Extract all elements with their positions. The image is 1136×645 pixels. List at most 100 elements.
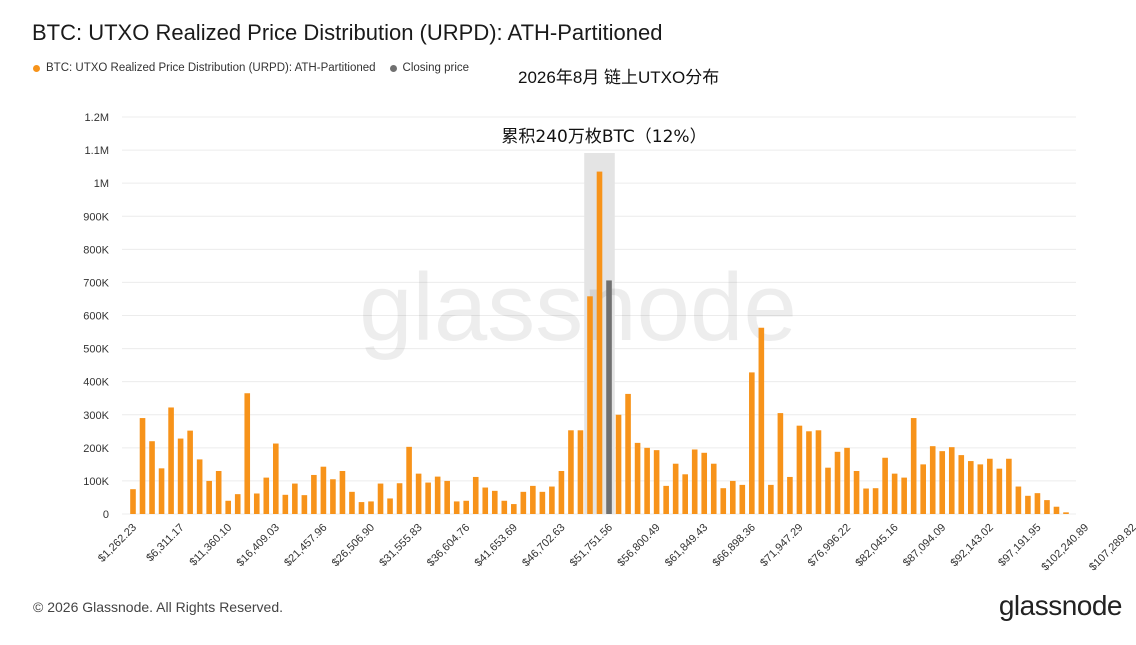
urpd-bar[interactable] <box>701 452 708 514</box>
urpd-bar[interactable] <box>758 327 765 514</box>
urpd-bar[interactable] <box>177 438 184 514</box>
urpd-bar[interactable] <box>729 480 736 514</box>
urpd-bar[interactable] <box>130 489 136 514</box>
urpd-bar[interactable] <box>644 447 650 514</box>
urpd-bar[interactable] <box>377 483 384 514</box>
urpd-bar[interactable] <box>206 480 212 514</box>
urpd-bar[interactable] <box>244 393 251 514</box>
urpd-bar[interactable] <box>1015 486 1022 514</box>
urpd-bar[interactable] <box>139 418 146 514</box>
urpd-bar[interactable] <box>663 485 669 514</box>
urpd-bar[interactable] <box>806 431 812 514</box>
urpd-bar[interactable] <box>882 457 888 514</box>
urpd-bar[interactable] <box>967 461 974 514</box>
urpd-bar[interactable] <box>273 443 279 514</box>
urpd-bar[interactable] <box>311 474 317 514</box>
urpd-bar[interactable] <box>444 480 450 514</box>
urpd-bar[interactable] <box>1034 493 1041 514</box>
urpd-bar[interactable] <box>720 488 727 514</box>
urpd-bar[interactable] <box>415 473 422 514</box>
legend-item-closing-price[interactable]: Closing price <box>389 62 469 74</box>
urpd-bar[interactable] <box>406 446 412 514</box>
urpd-bar[interactable] <box>634 442 641 514</box>
urpd-bar[interactable] <box>568 430 574 514</box>
urpd-bar[interactable] <box>339 470 346 514</box>
urpd-bar[interactable] <box>615 414 622 514</box>
urpd-bar[interactable] <box>320 466 327 514</box>
urpd-bar[interactable] <box>292 483 298 514</box>
urpd-bar[interactable] <box>539 491 546 514</box>
urpd-bar[interactable] <box>491 490 498 514</box>
urpd-bar[interactable] <box>777 413 784 514</box>
urpd-bar[interactable] <box>749 372 755 514</box>
urpd-bar[interactable] <box>187 430 193 514</box>
urpd-bar[interactable] <box>910 418 917 514</box>
urpd-bar[interactable] <box>672 463 679 514</box>
urpd-bar[interactable] <box>358 502 365 514</box>
urpd-bar[interactable] <box>844 447 850 514</box>
urpd-bar[interactable] <box>787 476 793 514</box>
urpd-bar[interactable] <box>948 447 955 514</box>
urpd-bar[interactable] <box>482 487 489 514</box>
urpd-bar[interactable] <box>815 430 822 514</box>
legend-item-urpd[interactable]: BTC: UTXO Realized Price Distribution (U… <box>33 62 376 74</box>
urpd-bar[interactable] <box>1063 512 1069 514</box>
urpd-bar[interactable] <box>472 476 479 514</box>
urpd-bar[interactable] <box>215 470 222 514</box>
urpd-bar[interactable] <box>596 171 603 514</box>
urpd-bar[interactable] <box>834 451 841 514</box>
urpd-bar[interactable] <box>234 494 241 514</box>
urpd-bar[interactable] <box>530 485 536 514</box>
urpd-bar[interactable] <box>891 473 898 514</box>
urpd-bar[interactable] <box>282 494 289 514</box>
urpd-bar[interactable] <box>168 407 174 514</box>
urpd-bar[interactable] <box>301 495 308 514</box>
urpd-bar[interactable] <box>387 498 393 514</box>
urpd-bar[interactable] <box>796 425 803 514</box>
urpd-bar[interactable] <box>330 479 336 514</box>
urpd-bar[interactable] <box>549 486 555 514</box>
urpd-bar[interactable] <box>691 449 698 514</box>
urpd-bar[interactable] <box>901 477 907 514</box>
urpd-bar[interactable] <box>463 500 470 514</box>
urpd-bar[interactable] <box>863 488 869 514</box>
urpd-bar[interactable] <box>263 477 270 514</box>
urpd-bar[interactable] <box>453 501 460 514</box>
urpd-bar[interactable] <box>825 467 831 514</box>
urpd-bar[interactable] <box>1053 506 1060 514</box>
urpd-bar[interactable] <box>939 451 946 514</box>
urpd-bar[interactable] <box>853 470 860 514</box>
urpd-bar[interactable] <box>977 464 984 514</box>
urpd-bar[interactable] <box>520 491 527 514</box>
urpd-bar[interactable] <box>739 484 746 514</box>
urpd-bar[interactable] <box>349 491 355 514</box>
urpd-bar[interactable] <box>929 446 936 514</box>
urpd-bar[interactable] <box>396 483 403 514</box>
urpd-bar[interactable] <box>225 500 232 514</box>
urpd-bar[interactable] <box>368 501 374 514</box>
urpd-bar[interactable] <box>558 470 565 514</box>
urpd-bar[interactable] <box>653 450 660 514</box>
urpd-bar[interactable] <box>682 474 688 514</box>
urpd-bar[interactable] <box>987 458 993 514</box>
urpd-bar[interactable] <box>1044 500 1050 514</box>
urpd-bar[interactable] <box>872 488 879 514</box>
urpd-bar[interactable] <box>996 468 1003 514</box>
urpd-bar[interactable] <box>511 504 517 514</box>
urpd-bar[interactable] <box>196 459 203 514</box>
urpd-bar[interactable] <box>768 484 774 514</box>
urpd-bar[interactable] <box>1006 458 1012 514</box>
urpd-bar[interactable] <box>149 441 155 514</box>
urpd-bar[interactable] <box>158 468 165 514</box>
closing-price-bar[interactable] <box>606 280 612 514</box>
urpd-bar[interactable] <box>710 463 717 514</box>
urpd-bar[interactable] <box>425 482 431 514</box>
urpd-bar[interactable] <box>577 430 584 514</box>
urpd-bar[interactable] <box>920 464 926 514</box>
urpd-bar[interactable] <box>501 500 508 514</box>
urpd-bar[interactable] <box>253 493 260 514</box>
urpd-bar[interactable] <box>1025 495 1031 514</box>
urpd-bar[interactable] <box>434 476 441 514</box>
urpd-bar[interactable] <box>958 455 965 514</box>
urpd-bar[interactable] <box>587 296 593 514</box>
